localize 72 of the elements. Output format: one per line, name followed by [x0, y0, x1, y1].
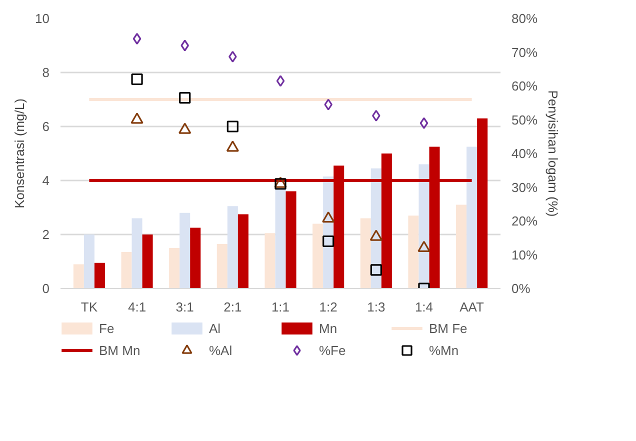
x-tick-label: 1:3 — [367, 300, 386, 314]
y2-tick-label: 20% — [512, 214, 538, 228]
bar — [275, 188, 286, 288]
y2-tick-label: 60% — [512, 78, 538, 94]
legend-label: BM Mn — [99, 343, 140, 358]
point — [324, 98, 332, 110]
legend-label: %Mn — [429, 343, 459, 358]
y2-axis-title: Penyisihan logam (%) — [546, 90, 561, 217]
legend-label: Fe — [99, 321, 114, 336]
bar — [121, 252, 132, 288]
bar — [466, 146, 478, 288]
bar — [312, 224, 324, 288]
y-tick-label: 6 — [42, 119, 50, 134]
point — [418, 240, 430, 252]
point — [180, 40, 189, 52]
point — [372, 110, 380, 122]
bar — [418, 164, 430, 288]
point — [370, 230, 382, 241]
point — [179, 92, 191, 104]
legend-label: Al — [209, 321, 221, 336]
point — [178, 122, 192, 134]
y2-tick-label: 50% — [512, 112, 538, 128]
point — [132, 32, 142, 45]
bar — [84, 234, 94, 288]
bar — [360, 218, 371, 288]
point — [131, 73, 143, 86]
y-tick-label: 8 — [42, 65, 50, 80]
legend-label: Mn — [319, 321, 338, 336]
bar — [180, 212, 190, 288]
legend-label: BM Fe — [429, 321, 468, 336]
legend-label: %Al — [209, 343, 232, 358]
bar — [286, 191, 296, 288]
bar — [73, 264, 84, 288]
bar — [456, 204, 467, 288]
bar — [142, 234, 153, 288]
x-tick-label: 4:1 — [128, 300, 146, 314]
bar — [169, 248, 180, 288]
x-tick-label: 1:4 — [414, 300, 434, 314]
x-tick-label: 2:1 — [224, 300, 242, 314]
bar — [408, 216, 419, 288]
bar — [94, 262, 105, 288]
bar — [477, 118, 488, 288]
x-tick-label: 1:2 — [319, 300, 338, 314]
point — [226, 120, 238, 132]
point — [276, 75, 285, 87]
point — [130, 112, 144, 124]
bar — [132, 218, 142, 288]
bar — [227, 206, 238, 288]
y-axis-title: Konsentrasi (mg/L) — [12, 98, 28, 208]
y2-tick-label: 80% — [512, 11, 538, 26]
x-tick-label: 3:1 — [176, 300, 194, 314]
point — [228, 50, 237, 62]
point — [226, 140, 239, 152]
y-tick-label: 2 — [42, 227, 50, 242]
y2-tick-label: 0% — [512, 281, 531, 296]
bar — [216, 244, 228, 288]
y-tick-label: 10 — [35, 11, 50, 26]
y2-tick-label: 70% — [512, 44, 538, 60]
legend-label: %Fe — [319, 343, 346, 358]
y2-tick-label: 30% — [512, 180, 538, 195]
x-tick-label: AAT — [460, 300, 484, 314]
y2-tick-label: 10% — [512, 247, 538, 262]
bar — [264, 233, 276, 288]
point — [322, 211, 335, 223]
bar — [238, 214, 248, 288]
bar — [190, 228, 201, 288]
y-tick-label: 4 — [42, 173, 50, 188]
x-tick-label: 1:1 — [271, 300, 290, 314]
y-tick-label: 0 — [42, 281, 50, 296]
y2-tick-label: 40% — [512, 146, 538, 161]
point — [420, 117, 428, 129]
x-tick-label: TK — [80, 300, 98, 314]
